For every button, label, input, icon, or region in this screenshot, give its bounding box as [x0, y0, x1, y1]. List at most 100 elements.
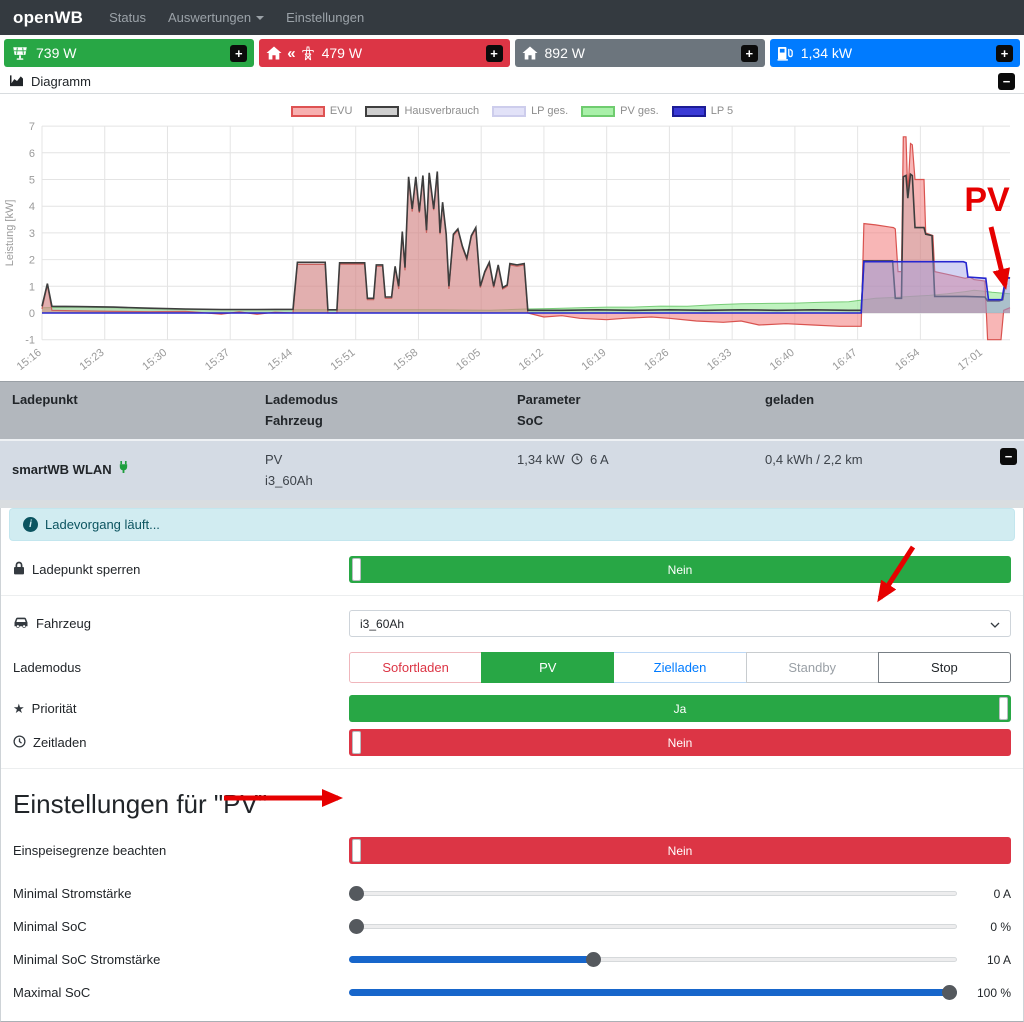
- svg-text:16:54: 16:54: [893, 347, 922, 373]
- status-tile-pv[interactable]: 739 W +: [4, 39, 255, 67]
- min-soc-row: Minimal SoC 0 %: [1, 910, 1023, 943]
- angles-left-icon: «: [287, 44, 296, 62]
- chargemode-stop-button[interactable]: Stop: [877, 652, 1012, 684]
- clock-icon: [571, 452, 587, 467]
- svg-text:16:12: 16:12: [517, 347, 546, 373]
- min-soc-current-row: Minimal SoC Stromstärke 10 A: [1, 943, 1023, 976]
- feedin-limit-row: Einspeisegrenze beachten Nein: [1, 830, 1023, 871]
- svg-text:15:30: 15:30: [140, 347, 169, 373]
- house-icon: [522, 46, 538, 60]
- lock-chargepoint-label: Ladepunkt sperren: [13, 561, 349, 578]
- area-chart-icon: [9, 74, 24, 90]
- svg-text:Leistung [kW]: Leistung [kW]: [4, 200, 16, 267]
- chargemode-button-group: Sofortladen PV Zielladen Standby Stop: [349, 652, 1012, 684]
- svg-text:16:26: 16:26: [642, 347, 671, 373]
- chargemode-row: Lademodus Sofortladen PV Zielladen Stand…: [1, 644, 1023, 690]
- slider-knob[interactable]: [942, 985, 957, 1001]
- max-soc-slider[interactable]: [349, 984, 957, 1001]
- chargemode-standby-button[interactable]: Standby: [745, 652, 879, 684]
- power-chart: 7 6 5 4 3 2 1 0 -1 15:16 15:23 15:30 15:37 15:44 15:51…: [0, 94, 1024, 381]
- min-soc-current-slider[interactable]: [349, 951, 957, 968]
- min-soc-label: Minimal SoC: [13, 919, 87, 935]
- charging-station-icon: [777, 46, 794, 61]
- charging-status-alert: i Ladevorgang läuft...: [9, 508, 1015, 542]
- legend-item-hausverbrauch: Hausverbrauch: [365, 105, 479, 117]
- status-value-house: 892 W: [544, 45, 585, 61]
- legend-swatch: [290, 105, 325, 117]
- status-tile-house[interactable]: 892 W +: [514, 39, 765, 67]
- status-tiles: 739 W + « 479 W + 892 W + 1,34 kW +: [0, 35, 1024, 70]
- lock-chargepoint-toggle[interactable]: Nein: [349, 556, 1011, 584]
- expand-icon[interactable]: +: [740, 44, 758, 62]
- svg-text:0: 0: [29, 308, 35, 320]
- min-current-slider[interactable]: [349, 885, 957, 902]
- svg-text:3: 3: [29, 228, 35, 240]
- header-lademodus-fahrzeug: Lademodus Fahrzeug: [265, 392, 338, 428]
- min-soc-slider[interactable]: [349, 918, 957, 935]
- svg-text:15:23: 15:23: [78, 347, 107, 373]
- slider-track[interactable]: [349, 891, 957, 897]
- pv-settings-heading: Einstellungen für "PV": [13, 789, 268, 820]
- slider-knob[interactable]: [349, 886, 364, 902]
- timecharge-toggle[interactable]: Nein: [349, 729, 1011, 757]
- svg-text:2: 2: [29, 255, 35, 267]
- min-current-value: 0 A: [993, 886, 1011, 901]
- nav-item-status[interactable]: Status: [109, 10, 146, 25]
- expand-icon[interactable]: +: [230, 44, 248, 62]
- chargepoint-name: smartWB WLAN: [0, 449, 253, 492]
- clock-icon: [13, 735, 26, 751]
- feedin-limit-toggle[interactable]: Nein: [349, 837, 1011, 865]
- legend-item-lp-ges: LP ges.: [492, 105, 568, 117]
- nav-item-auswertungen[interactable]: Auswertungen: [168, 10, 265, 25]
- status-tile-grid[interactable]: « 479 W +: [259, 39, 510, 67]
- nav-item-einstellungen[interactable]: Einstellungen: [286, 10, 365, 25]
- chargepoint-charged: 0,4 kWh / 2,2 km: [765, 451, 863, 467]
- brand-logo[interactable]: openWB: [13, 7, 84, 27]
- slider-track[interactable]: [349, 924, 957, 930]
- vehicle-label: Fahrzeug: [13, 616, 349, 632]
- chargepoint-table-header: Ladepunkt Lademodus Fahrzeug Parameter SoC…: [0, 381, 1024, 439]
- min-soc-current-label: Minimal SoC Stromstärke: [13, 952, 161, 968]
- svg-text:16:40: 16:40: [768, 347, 797, 373]
- toggle-handle[interactable]: [352, 839, 361, 863]
- slider-fill: [349, 956, 593, 964]
- legend-item-evu: EVU: [290, 105, 352, 117]
- collapse-icon[interactable]: −: [998, 73, 1015, 90]
- header-ladepunkt: Ladepunkt: [12, 392, 78, 407]
- chevron-down-icon: [990, 617, 1000, 631]
- toggle-handle[interactable]: [352, 731, 361, 755]
- svg-text:16:05: 16:05: [454, 347, 483, 373]
- min-current-label: Minimal Stromstärke: [13, 886, 132, 902]
- slider-knob[interactable]: [586, 952, 602, 968]
- max-soc-label: Maximal SoC: [13, 985, 91, 1001]
- chargemode-zielladen-button[interactable]: Zielladen: [613, 652, 747, 684]
- collapse-icon[interactable]: −: [1000, 447, 1017, 465]
- svg-text:15:44: 15:44: [266, 347, 295, 373]
- car-icon: [13, 616, 29, 632]
- expand-icon[interactable]: +: [485, 44, 503, 62]
- svg-text:15:37: 15:37: [203, 347, 232, 373]
- info-icon: i: [23, 517, 38, 533]
- svg-text:16:33: 16:33: [705, 347, 734, 373]
- header-geladen: geladen: [765, 392, 815, 407]
- priority-toggle[interactable]: Ja: [349, 695, 1011, 723]
- vehicle-select[interactable]: i3_60Ah: [349, 610, 1011, 638]
- toggle-handle[interactable]: [352, 558, 361, 582]
- svg-text:-1: -1: [25, 335, 35, 347]
- chargemode-pv-button[interactable]: PV: [481, 652, 615, 684]
- status-value-pv: 739 W: [36, 45, 77, 61]
- svg-text:7: 7: [29, 121, 35, 133]
- slider-knob[interactable]: [349, 919, 364, 935]
- diagram-title: Diagramm: [31, 74, 91, 89]
- legend-swatch: [671, 105, 706, 117]
- expand-icon[interactable]: +: [996, 44, 1013, 62]
- lock-chargepoint-row: Ladepunkt sperren Nein: [1, 549, 1023, 597]
- chargepoint-mode-vehicle: PV i3_60Ah: [265, 451, 313, 489]
- plug-icon: [118, 459, 129, 480]
- toggle-handle[interactable]: [999, 697, 1008, 721]
- power-chart-canvas: 7 6 5 4 3 2 1 0 -115:16 15:23 15:30 15:37 15:44 15:51…: [4, 121, 1011, 373]
- chargepoint-parameter: 1,34 kW 6 A: [517, 451, 609, 467]
- chargemode-sofortladen-button[interactable]: Sofortladen: [349, 652, 483, 684]
- max-soc-value: 100 %: [976, 985, 1011, 1000]
- status-tile-chargepoint[interactable]: 1,34 kW +: [769, 39, 1020, 67]
